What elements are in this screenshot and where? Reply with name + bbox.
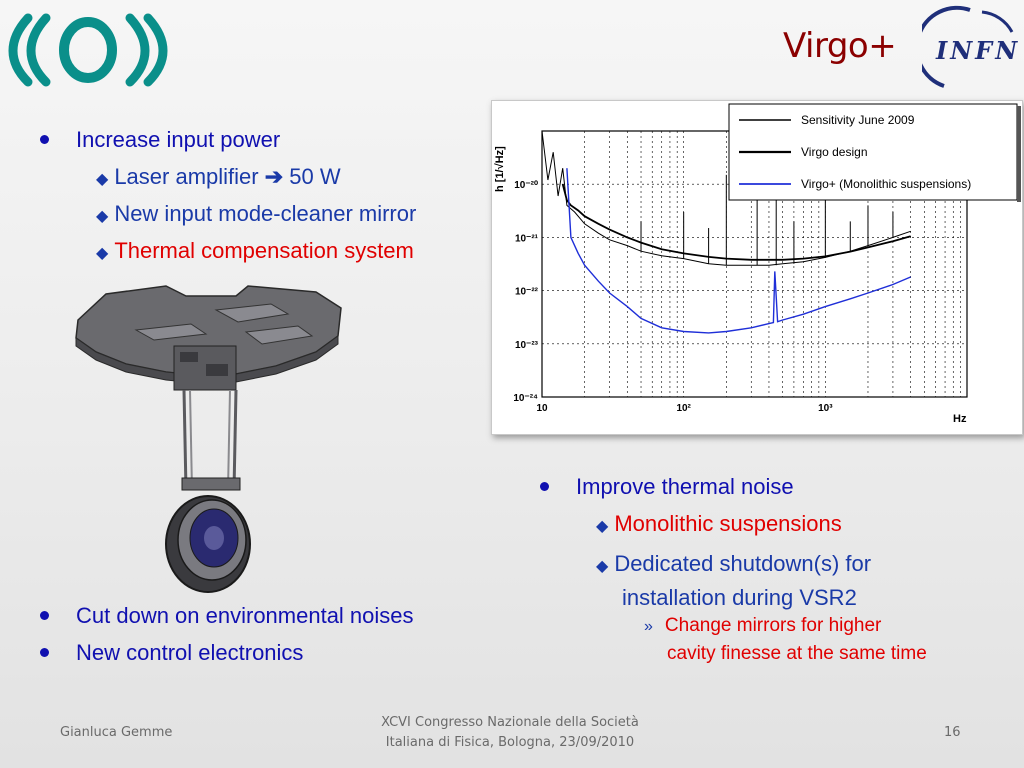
slide-title: Virgo+ bbox=[783, 26, 897, 66]
legend-label: Sensitivity June 2009 bbox=[801, 113, 915, 127]
x-tick-label: 10 bbox=[536, 403, 548, 414]
left-sub-3: ◆ Thermal compensation system bbox=[96, 238, 414, 264]
left-sub-3-text: Thermal compensation system bbox=[114, 238, 414, 263]
chart-series bbox=[541, 130, 911, 334]
series-line-3 bbox=[566, 168, 911, 334]
left-item-3-text: New control electronics bbox=[76, 640, 304, 665]
footer-author: Gianluca Gemme bbox=[60, 725, 173, 740]
y-tick-label: 10⁻²⁴ bbox=[513, 393, 538, 404]
footer-conference: XCVI Congresso Nazionale della Società I… bbox=[360, 713, 660, 753]
double-chevron-bullet-icon: » bbox=[644, 618, 653, 635]
footer-conference-line1: XCVI Congresso Nazionale della Società bbox=[381, 715, 639, 730]
left-sub-1: ◆ Laser amplifier ➔ 50 W bbox=[96, 164, 341, 190]
x-tick-label: 10³ bbox=[818, 403, 833, 414]
right-sub-3: » Change mirrors for higher cavity finess… bbox=[644, 612, 927, 667]
suspension-illustration bbox=[75, 285, 342, 593]
infn-logo-text: INFN bbox=[936, 36, 1021, 65]
y-tick-label: 10⁻²² bbox=[515, 287, 539, 298]
bullet-dot-icon bbox=[540, 481, 549, 491]
diamond-bullet-icon: ◆ bbox=[96, 208, 109, 225]
left-item-1: Increase input power bbox=[40, 127, 280, 153]
y-tick-label: 10⁻²¹ bbox=[515, 233, 539, 244]
right-sub-2-line2: installation during VSR2 bbox=[622, 585, 857, 610]
virgo-logo bbox=[8, 13, 168, 87]
bullet-dot-icon bbox=[40, 647, 49, 657]
left-item-2: Cut down on environmental noises bbox=[40, 603, 414, 629]
diamond-bullet-icon: ◆ bbox=[596, 558, 609, 575]
legend-shadow bbox=[1017, 106, 1021, 202]
x-tick-label: 10² bbox=[676, 403, 691, 414]
diamond-bullet-icon: ◆ bbox=[96, 245, 109, 262]
bullet-dot-icon bbox=[40, 610, 49, 620]
diamond-bullet-icon: ◆ bbox=[596, 518, 609, 535]
right-arrow-icon: ➔ bbox=[264, 164, 284, 189]
left-sub-1-text: Laser amplifier bbox=[114, 164, 259, 189]
left-sub-2: ◆ New input mode-cleaner mirror bbox=[96, 201, 416, 227]
right-sub-3-line2: cavity finesse at the same time bbox=[667, 643, 927, 664]
right-sub-3-line1: Change mirrors for higher bbox=[664, 615, 882, 636]
right-item-1-text: Improve thermal noise bbox=[576, 474, 794, 499]
right-sub-2-line1: Dedicated shutdown(s) for bbox=[614, 551, 872, 576]
left-item-2-text: Cut down on environmental noises bbox=[76, 603, 414, 628]
footer-conference-line2: Italiana di Fisica, Bologna, 23/09/2010 bbox=[385, 735, 635, 750]
y-tick-label: 10⁻²³ bbox=[515, 340, 539, 351]
x-axis-label: Hz bbox=[953, 413, 967, 425]
right-sub-1-text: Monolithic suspensions bbox=[614, 511, 842, 536]
y-tick-label: 10⁻²⁰ bbox=[514, 180, 538, 191]
right-sub-2: ◆ Dedicated shutdown(s) for installation … bbox=[596, 548, 871, 613]
left-sub-1-value: 50 W bbox=[289, 164, 341, 189]
chart-legend: Sensitivity June 2009 Virgo design Virgo+ … bbox=[728, 103, 1021, 202]
legend-label: Virgo design bbox=[801, 145, 868, 159]
right-item-1: Improve thermal noise bbox=[540, 474, 794, 500]
left-sub-2-text: New input mode-cleaner mirror bbox=[114, 201, 417, 226]
sensitivity-chart: 10 10² 10³ 10⁻²⁴ 10⁻²³ 10⁻²² 10⁻²¹ 10⁻²⁰ h [1/√… bbox=[494, 103, 1021, 425]
page-number: 16 bbox=[944, 725, 961, 740]
legend-label: Virgo+ (Monolithic suspensions) bbox=[801, 177, 971, 191]
left-item-3: New control electronics bbox=[40, 640, 303, 666]
series-line-2 bbox=[561, 183, 911, 261]
right-sub-1: ◆ Monolithic suspensions bbox=[596, 511, 842, 537]
y-axis-label: h [1/√Hz] bbox=[494, 146, 506, 192]
infn-logo: INFN bbox=[914, 2, 1021, 92]
chart-ticks: 10 10² 10³ 10⁻²⁴ 10⁻²³ 10⁻²² 10⁻²¹ 10⁻²⁰ bbox=[513, 180, 833, 414]
left-item-1-text: Increase input power bbox=[76, 127, 281, 152]
bullet-dot-icon bbox=[40, 134, 49, 144]
diamond-bullet-icon: ◆ bbox=[96, 171, 109, 188]
